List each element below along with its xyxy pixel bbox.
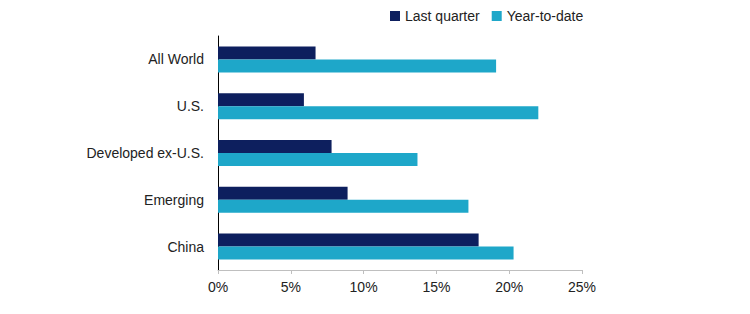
svg-text:10%: 10%	[350, 279, 378, 295]
svg-text:20%: 20%	[495, 279, 523, 295]
svg-text:China: China	[167, 239, 204, 255]
svg-text:Last quarter: Last quarter	[405, 8, 480, 24]
svg-text:U.S.: U.S.	[177, 98, 204, 114]
svg-text:Emerging: Emerging	[144, 192, 204, 208]
svg-text:Year-to-date: Year-to-date	[507, 8, 584, 24]
svg-text:5%: 5%	[281, 279, 301, 295]
svg-text:0%: 0%	[208, 279, 228, 295]
svg-text:15%: 15%	[422, 279, 450, 295]
svg-text:25%: 25%	[568, 279, 596, 295]
svg-text:Developed ex-U.S.: Developed ex-U.S.	[86, 145, 204, 161]
svg-text:All World: All World	[148, 51, 204, 67]
